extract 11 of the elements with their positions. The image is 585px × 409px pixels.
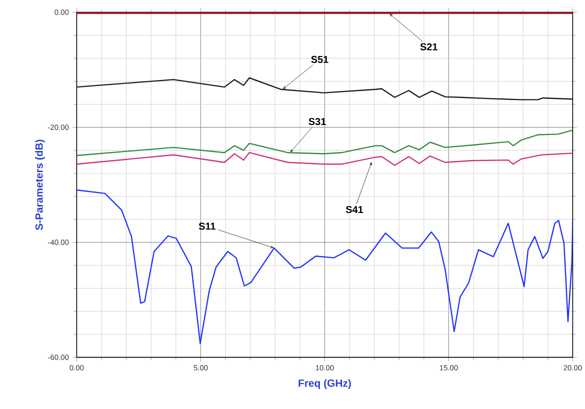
line-series <box>76 77 573 100</box>
annotation: S11 <box>198 222 216 230</box>
annotation: S31 <box>308 118 326 126</box>
annotation: S41 <box>346 206 364 214</box>
annotation: S51 <box>311 56 328 63</box>
x-axis-title: Freq (GHz) <box>298 379 351 389</box>
line-series <box>76 152 573 166</box>
line-series <box>76 189 573 344</box>
y-axis-title: S-Parameters (dB) <box>35 140 45 230</box>
annotation: S21 <box>420 43 438 50</box>
line-series <box>76 130 573 156</box>
